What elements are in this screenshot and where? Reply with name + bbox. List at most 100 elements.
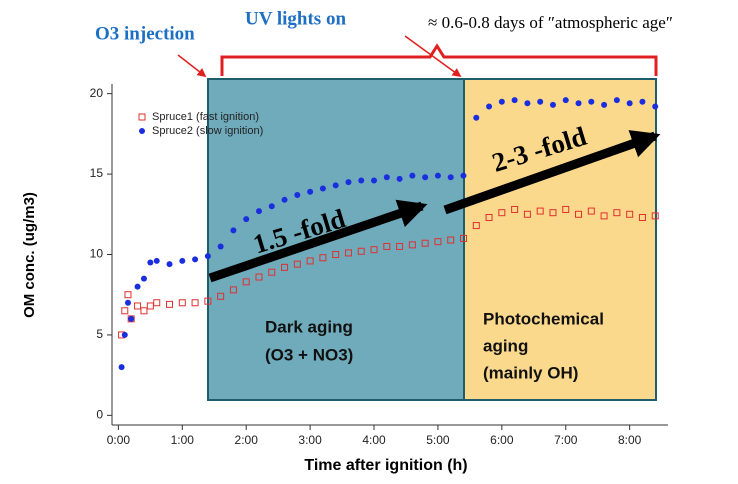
point — [536, 207, 544, 215]
point — [575, 100, 582, 107]
x-axis-label: Time after ignition (h) — [304, 457, 467, 474]
point — [421, 239, 429, 247]
point — [345, 179, 352, 186]
point — [460, 172, 467, 179]
point — [523, 210, 531, 218]
point — [447, 174, 454, 181]
legend-label: Spruce1 (fast ignition) — [152, 111, 259, 123]
point — [179, 257, 186, 264]
x-tick-label: 0:00 — [107, 433, 131, 447]
point — [575, 210, 583, 218]
point — [524, 100, 531, 107]
point — [549, 101, 556, 108]
point — [434, 238, 442, 246]
point — [204, 253, 211, 260]
point — [459, 234, 467, 242]
x-tick-label: 3:00 — [298, 433, 322, 447]
point — [383, 174, 390, 181]
point — [147, 259, 154, 266]
point — [281, 263, 289, 271]
point — [178, 299, 186, 307]
point — [383, 242, 391, 250]
point — [408, 241, 416, 249]
y-tick-label: 5 — [96, 327, 103, 341]
y-tick-label: 0 — [96, 408, 103, 422]
y-tick-label: 15 — [90, 166, 104, 180]
point — [124, 299, 131, 306]
point — [192, 256, 199, 263]
point — [447, 236, 455, 244]
box-label: Photochemical — [483, 309, 604, 328]
point — [498, 98, 505, 105]
legend-marker — [139, 128, 145, 134]
annotation: ≈ 0.6-0.8 days of ″atmospheric age″ — [428, 13, 673, 32]
point — [638, 214, 646, 222]
point — [511, 205, 519, 213]
box-label: Dark aging — [265, 317, 353, 336]
point — [319, 254, 327, 262]
y-axis-label: OM conc. (ug/m3) — [21, 192, 38, 318]
point — [128, 315, 135, 322]
legend-label: Spruce2 (slow ignition) — [152, 125, 263, 137]
point — [121, 331, 128, 338]
point — [600, 212, 608, 220]
point — [242, 278, 250, 286]
point — [217, 243, 224, 250]
point — [652, 103, 659, 110]
point — [319, 185, 326, 192]
box-label: (O3 + NO3) — [265, 345, 353, 364]
y-tick-label: 20 — [90, 86, 104, 100]
point — [217, 292, 225, 300]
point — [332, 182, 339, 189]
point — [358, 177, 365, 184]
point — [166, 300, 174, 308]
point — [294, 191, 301, 198]
point — [268, 203, 275, 210]
point — [485, 214, 493, 222]
point — [281, 196, 288, 203]
point — [344, 249, 352, 257]
point — [562, 205, 570, 213]
point — [153, 299, 161, 307]
pointer — [404, 35, 462, 78]
point — [511, 97, 518, 104]
point — [166, 261, 173, 268]
point — [306, 257, 314, 265]
axes: 0 5 10 15 20 0:00 1:00 2:00 3:00 4:00 5:00 6:00 7:00… — [90, 84, 668, 447]
arrow — [208, 199, 428, 283]
box-label: (mainly OH) — [483, 363, 578, 382]
point — [588, 98, 595, 105]
point — [243, 216, 250, 223]
point — [422, 174, 429, 181]
point — [307, 188, 314, 195]
point — [549, 209, 557, 217]
bracket — [220, 43, 658, 76]
point — [268, 268, 276, 276]
arrow — [443, 130, 661, 215]
legend: Spruce1 (fast ignition) Spruce2 (slow ign… — [138, 111, 263, 137]
x-tick-label: 5:00 — [426, 433, 450, 447]
point — [537, 98, 544, 105]
point — [587, 207, 595, 215]
pointer — [177, 54, 207, 78]
point — [255, 208, 262, 215]
point — [370, 246, 378, 254]
data-points — [118, 97, 659, 371]
point — [204, 297, 212, 305]
point — [293, 260, 301, 268]
point — [153, 257, 160, 264]
point — [121, 307, 129, 315]
x-tick-label: 7:00 — [554, 433, 578, 447]
x-tick-label: 1:00 — [171, 433, 195, 447]
point — [613, 97, 620, 104]
point — [134, 283, 141, 290]
point — [140, 275, 147, 282]
point — [473, 114, 480, 121]
point — [134, 302, 142, 310]
point — [371, 177, 378, 184]
x-tick-label: 2:00 — [235, 433, 259, 447]
point — [562, 97, 569, 104]
point — [601, 101, 608, 108]
point — [472, 222, 480, 230]
point — [140, 307, 148, 315]
